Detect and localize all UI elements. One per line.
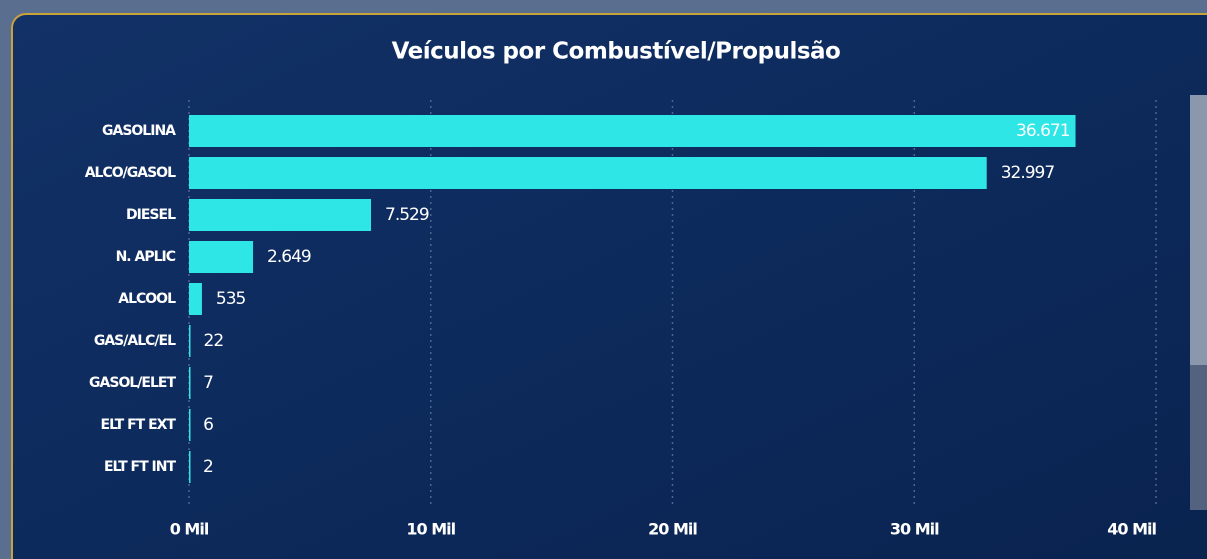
bar <box>189 199 371 231</box>
value-label: 32.997 <box>1001 163 1055 183</box>
bar <box>189 367 191 399</box>
x-tick-label: 40 Mil <box>1107 520 1156 539</box>
value-label: 535 <box>216 289 246 309</box>
scrollbar-track[interactable] <box>1190 365 1207 510</box>
bar <box>189 325 191 357</box>
bar <box>189 409 191 441</box>
chart: Veículos por Combustível/Propulsão 0 Mil… <box>0 0 1207 559</box>
y-tick-label: N. APLIC <box>116 249 176 265</box>
y-tick-label: GASOL/ELET <box>89 375 176 391</box>
value-label: 2 <box>203 457 213 477</box>
value-label: 7.529 <box>385 205 429 225</box>
bar <box>189 241 253 273</box>
value-label: 2.649 <box>267 247 311 267</box>
value-label: 36.671 <box>1016 121 1070 141</box>
chart-title: Veículos por Combustível/Propulsão <box>392 39 841 65</box>
y-tick-label: ELT FT EXT <box>101 417 177 433</box>
bar <box>189 451 191 483</box>
x-tick-label: 10 Mil <box>406 520 455 539</box>
value-label: 22 <box>204 331 224 351</box>
x-tick-label: 0 Mil <box>170 520 209 539</box>
x-tick-label: 20 Mil <box>648 520 697 539</box>
y-tick-label: ALCO/GASOL <box>85 165 176 181</box>
x-tick-label: 30 Mil <box>890 520 939 539</box>
y-tick-label: GASOLINA <box>102 123 176 139</box>
scrollbar-thumb[interactable] <box>1190 95 1207 365</box>
bar <box>189 283 202 315</box>
value-label: 6 <box>203 415 213 435</box>
y-tick-label: DIESEL <box>126 207 176 223</box>
page: Veículos por Combustível/Propulsão 0 Mil… <box>0 0 1207 559</box>
y-tick-label: ALCOOL <box>118 291 176 307</box>
bar <box>189 157 987 189</box>
y-tick-label: ELT FT INT <box>104 459 177 475</box>
y-tick-label: GAS/ALC/EL <box>94 333 176 349</box>
bar <box>189 115 1076 147</box>
value-label: 7 <box>203 373 213 393</box>
